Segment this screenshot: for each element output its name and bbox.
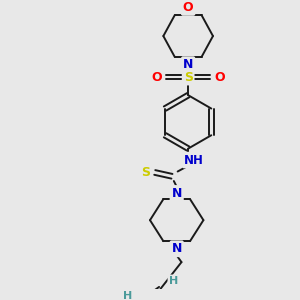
- Text: N: N: [172, 242, 182, 255]
- Text: S: S: [184, 70, 193, 84]
- Text: N: N: [172, 187, 182, 200]
- Text: H: H: [123, 292, 133, 300]
- Text: O: O: [152, 70, 162, 84]
- Text: O: O: [214, 70, 225, 84]
- Text: S: S: [141, 166, 150, 179]
- Text: N: N: [183, 58, 193, 71]
- Text: H: H: [169, 276, 178, 286]
- Text: NH: NH: [184, 154, 204, 166]
- Text: O: O: [183, 1, 194, 14]
